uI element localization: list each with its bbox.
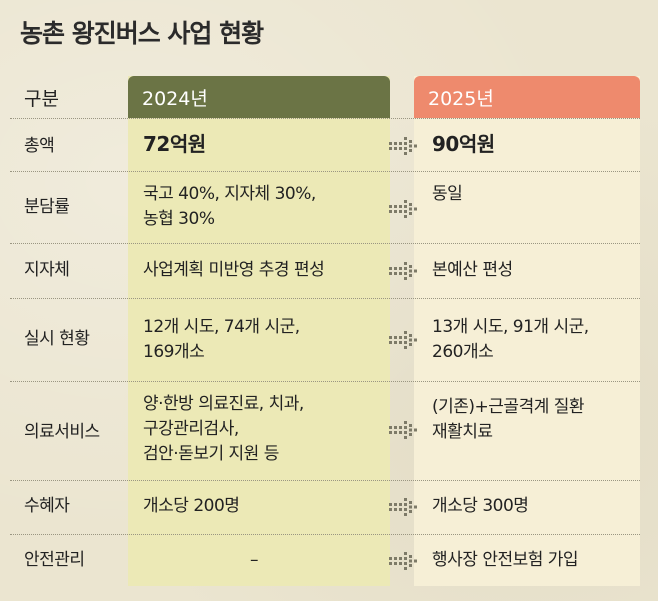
dotted-right-arrow-icon [389,137,417,155]
cell-2025-status: 13개 시도, 91개 시군, 260개소 [432,315,642,365]
row-label-safety: 안전관리 [24,550,85,570]
cell-line: 양·한방 의료진료, 치과, [143,394,304,414]
header-2024: 2024년 [128,76,390,118]
cell-line: 국고 40%, 지자체 30%, [143,184,316,204]
row-divider [10,480,640,481]
dotted-right-arrow-icon [389,421,417,439]
cell-line: 12개 시도, 74개 시군, [143,317,300,337]
cell-2024-medical-service: 양·한방 의료진료, 치과, 구강관리검사, 검안·돋보기 지원 등 [143,392,387,467]
cell-line: 13개 시도, 91개 시군, [432,317,589,337]
cell-line: 재활치료 [432,422,493,442]
header-2025: 2025년 [414,76,640,118]
dotted-right-arrow-icon [389,498,417,516]
cell-2025-local-gov: 본예산 편성 [432,260,513,280]
row-divider [10,534,640,535]
cell-line: 260개소 [432,342,494,362]
dotted-right-arrow-icon [389,200,417,218]
page-title: 농촌 왕진버스 사업 현황 [20,19,264,48]
cell-2024-local-gov: 사업계획 미반영 추경 편성 [143,260,325,280]
header-label: 구분 [24,88,59,110]
row-label-status: 실시 현황 [24,329,90,349]
dotted-right-arrow-icon [389,552,417,570]
cell-2025-share: 동일 [432,184,463,204]
row-divider [10,243,640,244]
cell-2024-status: 12개 시도, 74개 시군, 169개소 [143,315,387,365]
row-label-beneficiary: 수혜자 [24,496,70,516]
cell-line: 구강관리검사, [143,419,239,439]
cell-line: 169개소 [143,342,205,362]
row-label-share: 분담률 [24,197,70,217]
cell-2024-beneficiary: 개소당 200명 [143,496,240,516]
column-2025-background [414,76,640,586]
row-divider [10,298,640,299]
dotted-right-arrow-icon [389,262,417,280]
row-divider [10,171,640,172]
row-label-medical-service: 의료서비스 [24,422,100,442]
cell-2025-total: 90억원 [432,132,495,156]
row-divider [10,381,640,382]
cell-2024-share: 국고 40%, 지자체 30%, 농협 30% [143,182,387,232]
column-2024-background [128,76,390,586]
cell-2025-safety: 행사장 안전보험 가입 [432,550,579,570]
row-label-total: 총액 [24,136,55,156]
cell-2025-beneficiary: 개소당 300명 [432,496,529,516]
cell-2025-medical-service: (기존)+근골격계 질환 재활치료 [432,395,642,445]
cell-line: 검안·돋보기 지원 등 [143,444,279,464]
cell-line: (기존)+근골격계 질환 [432,397,585,417]
cell-2024-total: 72억원 [143,132,206,156]
dotted-right-arrow-icon [389,331,417,349]
cell-line: 농협 30% [143,209,215,229]
row-label-local-gov: 지자체 [24,260,70,280]
cell-2024-safety: – [250,550,259,570]
row-divider [10,118,640,119]
